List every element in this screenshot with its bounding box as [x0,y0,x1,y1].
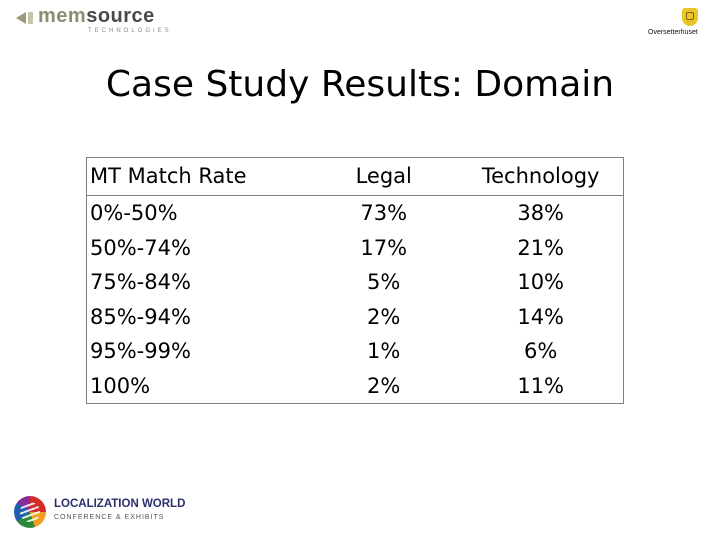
table-row: 95%-99% 1% 6% [87,334,624,369]
legal-cell: 2% [367,373,401,398]
match-rate-cell: 0%-50% [90,201,178,225]
technology-cell: 10% [517,270,565,294]
table-row: 100% 2% 11% [87,369,624,404]
technology-cell: 6% [524,339,558,363]
table-row: 0%-50% 73% 38% [87,196,624,231]
header-technology: Technology [481,164,600,188]
memsource-wordmark: memsource [38,5,155,27]
results-table: MT Match Rate Legal Technology 0%-50% 73… [86,157,624,404]
technology-cell: 11% [517,373,565,398]
shield-icon [682,8,698,26]
memsource-tagline: TECHNOLOGIES [88,28,172,34]
legal-cell: 5% [367,270,401,294]
header-match-rate: MT Match Rate [90,164,247,188]
technology-cell: 14% [517,304,565,329]
memsource-logo: memsource TECHNOLOGIES [14,5,169,36]
globe-icon [14,496,46,528]
legal-cell: 17% [360,235,408,260]
slide-title: Case Study Results: Domain [105,64,615,105]
technology-cell: 38% [517,201,565,225]
match-rate-cell: 95%-99% [90,339,191,363]
localization-world-name: LOCALIZATION WORLD [54,498,186,510]
match-rate-cell: 100% [90,373,151,398]
table-row: 75%-84% 5% 10% [87,265,624,300]
memsource-arrow-icon [16,12,26,24]
table-row: 50%-74% 17% 21% [87,231,624,266]
legal-cell: 73% [360,201,408,225]
localization-world-tagline: CONFERENCE & EXHIBITS [54,514,165,521]
legal-cell: 1% [367,339,401,363]
match-rate-cell: 50%-74% [90,235,191,260]
legal-cell: 2% [367,304,401,329]
technology-cell: 21% [517,235,565,260]
table-header-row: MT Match Rate Legal Technology [86,158,624,196]
localization-world-logo: LOCALIZATION WORLD CONFERENCE & EXHIBITS [14,494,186,530]
table-row: 85%-94% 2% 14% [87,300,624,335]
oversetterhuset-name: Oversetterhuset [648,29,698,36]
match-rate-cell: 85%-94% [90,304,191,329]
oversetterhuset-logo: Oversetterhuset [644,4,718,40]
memsource-bar-icon [28,12,33,24]
match-rate-cell: 75%-84% [90,270,191,294]
header-legal: Legal [355,164,412,188]
